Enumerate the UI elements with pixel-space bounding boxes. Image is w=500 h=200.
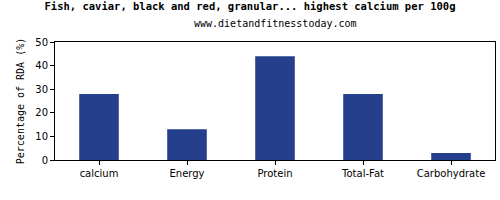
svg-text:0: 0 [42,155,48,166]
svg-text:Energy: Energy [169,168,204,179]
svg-text:30: 30 [35,84,48,95]
svg-text:Fish, caviar, black and red, g: Fish, caviar, black and red, granular...… [45,0,456,12]
svg-text:Carbohydrate: Carbohydrate [417,168,486,179]
svg-text:20: 20 [35,107,48,118]
svg-text:10: 10 [35,131,48,142]
svg-text:Percentage of RDA (%): Percentage of RDA (%) [15,38,26,164]
svg-text:www.dietandfitnesstoday.com: www.dietandfitnesstoday.com [194,18,357,29]
svg-text:calcium: calcium [80,168,119,179]
svg-text:Total-Fat: Total-Fat [341,168,384,179]
svg-text:Protein: Protein [257,168,292,179]
svg-text:50: 50 [35,37,48,48]
svg-text:40: 40 [35,60,48,71]
